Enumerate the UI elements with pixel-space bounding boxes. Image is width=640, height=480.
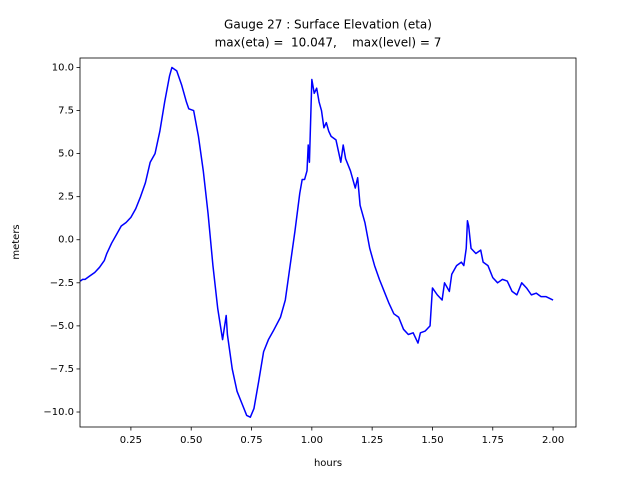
- y-tick-label: −2.5: [50, 278, 74, 289]
- data-line: [79, 66, 554, 418]
- y-tick-label: 5.0: [58, 149, 74, 160]
- y-axis-label: meters: [11, 224, 22, 259]
- x-tick-label: 0.50: [180, 435, 202, 446]
- x-tick-label: 0.75: [240, 435, 262, 446]
- y-tick-label: 2.5: [58, 192, 74, 203]
- y-tick-label: −10.0: [43, 407, 74, 418]
- chart-subtitle: max(eta) = 10.047, max(level) = 7: [215, 36, 442, 50]
- y-tick-label: 10.0: [52, 62, 74, 73]
- x-tick-label: 1.25: [361, 435, 383, 446]
- y-tick-label: −7.5: [50, 364, 74, 375]
- x-tick-label: 1.00: [301, 435, 323, 446]
- plot-frame: [79, 57, 577, 428]
- x-tick-label: 0.25: [120, 435, 142, 446]
- y-tick-label: 7.5: [58, 106, 74, 117]
- x-tick-label: 2.00: [542, 435, 564, 446]
- x-tick-label: 1.75: [482, 435, 504, 446]
- x-axis-label: hours: [314, 458, 342, 469]
- y-tick-label: 0.0: [58, 235, 74, 246]
- x-tick-label: 1.50: [421, 435, 443, 446]
- y-tick-label: −5.0: [50, 321, 74, 332]
- chart-title: Gauge 27 : Surface Elevation (eta): [224, 18, 432, 32]
